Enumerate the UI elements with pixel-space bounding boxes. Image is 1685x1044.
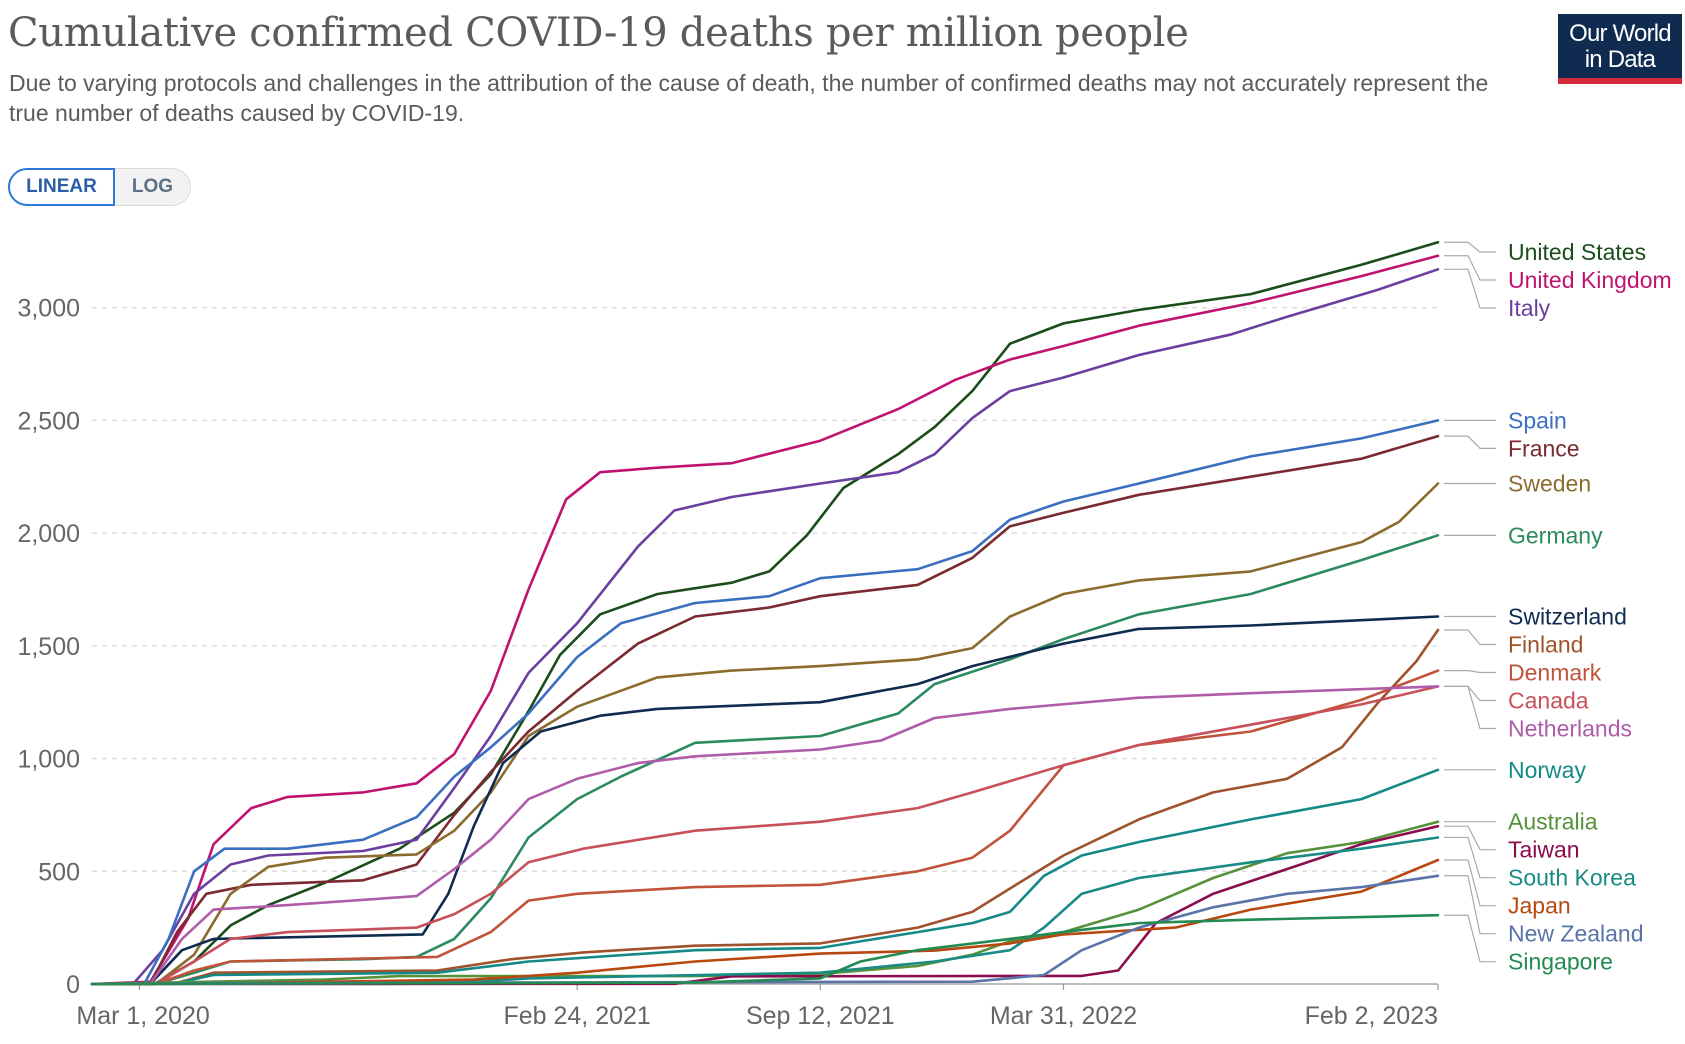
series-leader-line: [1444, 629, 1496, 646]
series-leader-line: [1444, 268, 1496, 309]
logo-line-1: Our World: [1569, 20, 1672, 47]
series-line: [90, 858, 1440, 986]
series-leader-line: [1444, 825, 1496, 851]
series-line: [90, 533, 1440, 986]
x-tick-label: Mar 31, 2022: [990, 1002, 1137, 1030]
series-label: United Kingdom: [1508, 267, 1672, 293]
series-leader-line: [1444, 685, 1496, 730]
y-tick-label: 2,000: [17, 520, 80, 548]
y-tick-label: 2,500: [17, 407, 80, 435]
y-tick-label: 0: [66, 971, 80, 999]
series-label: Denmark: [1508, 660, 1602, 686]
series-line: [90, 824, 1440, 986]
series-leader-line: [1444, 914, 1496, 963]
series-label: Finland: [1508, 632, 1583, 658]
y-tick-label: 1,500: [17, 633, 80, 661]
y-tick-label: 500: [38, 858, 80, 886]
page-title: Cumulative confirmed COVID-19 deaths per…: [8, 10, 1189, 56]
series-label: South Korea: [1508, 865, 1636, 891]
series-label: New Zealand: [1508, 921, 1644, 947]
series-leader-line: [1444, 859, 1496, 907]
series-leader-line: [1444, 875, 1496, 935]
series-label: Netherlands: [1508, 716, 1632, 742]
series-line: [90, 874, 1440, 986]
series-line: [90, 685, 1440, 986]
x-tick-label: Mar 1, 2020: [76, 1002, 209, 1030]
x-tick-label: Sep 12, 2021: [746, 1002, 895, 1030]
series-line: [90, 241, 1440, 986]
series-label: Singapore: [1508, 949, 1613, 975]
series-label: Canada: [1508, 688, 1589, 714]
x-tick-label: Feb 2, 2023: [1305, 1002, 1438, 1030]
series-line: [90, 267, 1440, 986]
log-scale-button[interactable]: LOG: [115, 168, 191, 206]
series-label: United States: [1508, 239, 1646, 265]
series-label: Australia: [1508, 809, 1598, 835]
series-leader-line: [1444, 836, 1496, 879]
series-line: [90, 836, 1440, 986]
series-line: [90, 434, 1440, 986]
series-line: [90, 254, 1440, 986]
series-leader-line: [1444, 241, 1496, 253]
series-leader-line: [1444, 255, 1496, 281]
linear-scale-button[interactable]: LINEAR: [8, 168, 115, 206]
series-line: [90, 685, 1440, 986]
y-tick-label: 1,000: [17, 746, 80, 774]
series-line: [90, 615, 1440, 986]
series-label: Spain: [1508, 407, 1567, 433]
x-tick-label: Feb 24, 2021: [503, 1002, 650, 1030]
series-label: Norway: [1508, 757, 1586, 783]
series-leader-line: [1444, 670, 1496, 674]
series-line: [90, 913, 1440, 986]
series-leader-line: [1444, 435, 1496, 449]
owid-logo[interactable]: Our World in Data: [1558, 14, 1682, 84]
series-label: Taiwan: [1508, 837, 1580, 863]
series-label: Switzerland: [1508, 604, 1627, 630]
series-label: Germany: [1508, 522, 1603, 548]
series-label: France: [1508, 435, 1580, 461]
series-line: [90, 820, 1440, 986]
series-label: Sweden: [1508, 470, 1591, 496]
series-label: Japan: [1508, 893, 1571, 919]
y-tick-label: 3,000: [17, 295, 80, 323]
series-line: [90, 419, 1440, 986]
series-line: [90, 628, 1440, 986]
series-label: Italy: [1508, 295, 1551, 321]
scale-toggle: LINEAR LOG: [8, 168, 191, 206]
logo-line-2: in Data: [1584, 46, 1656, 73]
page-subtitle: Due to varying protocols and challenges …: [9, 70, 1489, 126]
series-line: [90, 768, 1440, 986]
series-line: [90, 482, 1440, 986]
